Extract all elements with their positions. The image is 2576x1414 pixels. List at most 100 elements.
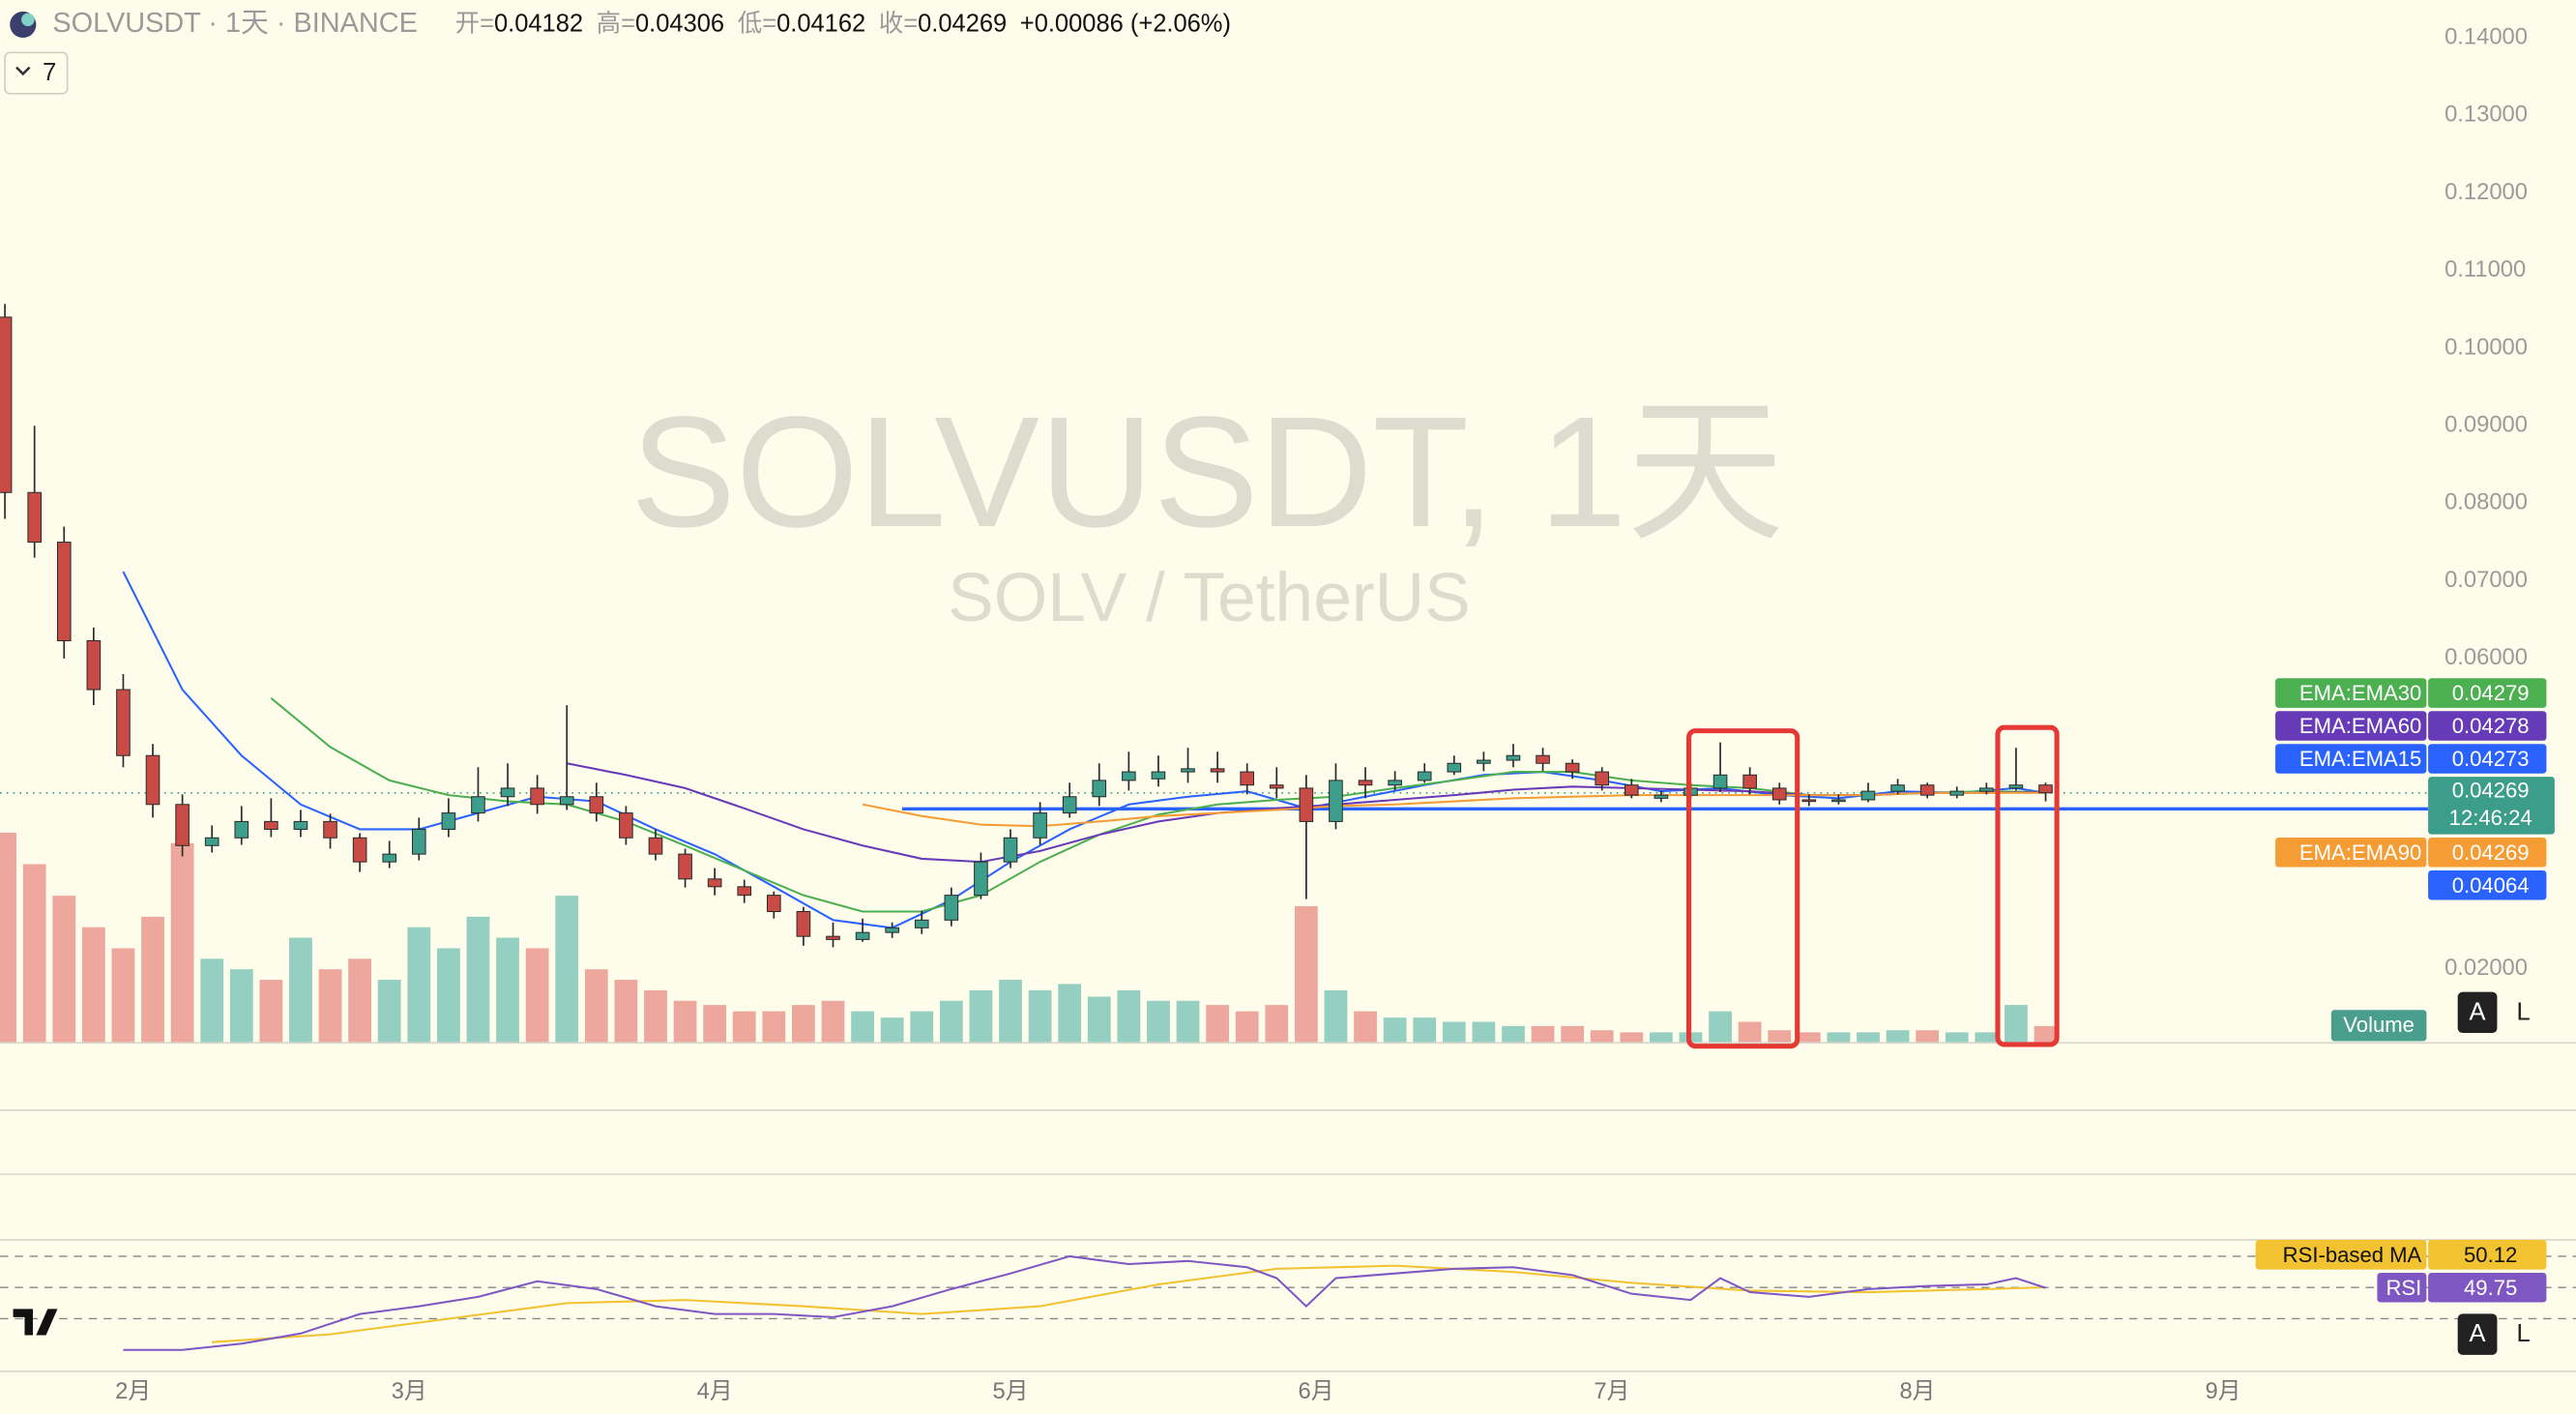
candle-body xyxy=(826,935,840,940)
candle-body xyxy=(737,886,752,897)
tag-label-box xyxy=(2275,744,2427,774)
tag-label: EMA:EMA30 xyxy=(2299,681,2421,705)
candle-body xyxy=(1771,787,1787,801)
volume-bar xyxy=(81,927,105,1044)
tag-value-box xyxy=(2428,678,2547,708)
tag-value-box xyxy=(2428,1272,2547,1303)
volume-bar xyxy=(792,1005,815,1044)
auto-scale-label: A xyxy=(2470,998,2486,1025)
volume-bar xyxy=(821,1000,845,1044)
volume-bar xyxy=(1620,1032,1644,1044)
volume-bar xyxy=(52,896,76,1044)
x-tick-label: 7月 xyxy=(1594,1378,1629,1404)
candle-body xyxy=(1565,762,1580,773)
chevron-icon xyxy=(15,66,31,76)
candle-body xyxy=(974,861,988,897)
candle-body xyxy=(1003,837,1018,863)
candle-body xyxy=(885,927,899,933)
candle-body xyxy=(56,542,72,641)
volume-label-box xyxy=(2330,1010,2427,1042)
highlight-box xyxy=(1686,728,1800,1049)
candle-body xyxy=(1831,799,1846,803)
symbol-logo xyxy=(21,13,35,27)
candle-body xyxy=(1329,780,1343,822)
tag-value: 49.75 xyxy=(2464,1276,2517,1300)
candle-body xyxy=(1447,762,1462,773)
y-tick-label: 0.13000 xyxy=(2444,102,2528,128)
volume-bar xyxy=(436,948,460,1044)
volume-bar xyxy=(0,832,16,1044)
volume-bar xyxy=(1797,1032,1821,1044)
volume-bar xyxy=(377,980,401,1044)
symbol[interactable]: SOLVUSDT · 1天 · BINANCE xyxy=(52,8,417,39)
candle-body xyxy=(648,837,663,855)
log-scale-button[interactable]: L xyxy=(2517,998,2531,1025)
candle-body xyxy=(116,689,131,756)
ohlc-change: +0.00086 (+2.06%) xyxy=(1020,10,1231,37)
candle-body xyxy=(1299,787,1314,822)
volume-bar xyxy=(2034,1025,2058,1044)
log-scale-button[interactable]: L xyxy=(2517,1320,2531,1347)
candle-body xyxy=(707,878,722,888)
candle-body xyxy=(944,895,959,921)
tag-label: EMA:EMA15 xyxy=(2299,747,2421,771)
volume-bar xyxy=(1768,1030,1792,1044)
candle-body xyxy=(678,853,692,880)
volume-bar xyxy=(1058,984,1082,1044)
volume-bar xyxy=(407,927,431,1044)
volume-label: Volume xyxy=(2343,1013,2415,1037)
candle-body xyxy=(1417,771,1432,781)
volume-bar xyxy=(259,980,283,1044)
volume-bar xyxy=(584,969,608,1044)
volume-bar xyxy=(1590,1030,1614,1044)
volume-bar xyxy=(348,958,372,1044)
rsi-line xyxy=(123,1254,2046,1351)
candle-body xyxy=(1092,780,1107,798)
candle-body xyxy=(0,316,13,493)
volume-bar xyxy=(703,1005,727,1044)
x-tick-label: 4月 xyxy=(697,1378,733,1404)
candle-body xyxy=(234,820,249,839)
ohlc-value: 0.04182 xyxy=(494,10,583,37)
volume-bar xyxy=(1087,996,1111,1044)
volume-bar xyxy=(1502,1025,1525,1044)
candle-body xyxy=(411,828,426,855)
candle-body xyxy=(1624,784,1639,796)
volume-bar xyxy=(999,980,1022,1044)
tag-value-box xyxy=(2428,869,2547,900)
volume-bar xyxy=(910,1011,934,1044)
y-tick-label: 0.10000 xyxy=(2444,334,2528,360)
tag-label: RSI xyxy=(2386,1276,2421,1300)
volume-bar xyxy=(880,1017,904,1044)
volume-bar xyxy=(229,969,253,1044)
tag-value-box xyxy=(2428,744,2547,774)
candle-body xyxy=(382,853,397,863)
volume-bar xyxy=(1354,1011,1377,1044)
candle-body xyxy=(500,787,515,798)
volume-bar xyxy=(1916,1030,1940,1044)
candle-body xyxy=(589,796,604,814)
candle-body xyxy=(1712,774,1728,789)
candle-body xyxy=(1477,759,1491,764)
indicator-toggle[interactable] xyxy=(4,51,69,95)
candle-body xyxy=(441,812,456,830)
volume-bar xyxy=(1827,1032,1851,1044)
volume-bar xyxy=(762,1011,786,1044)
auto-scale-button[interactable] xyxy=(2457,991,2498,1034)
y-tick-label: 0.06000 xyxy=(2444,644,2528,670)
tag-value: 0.04269 xyxy=(2452,840,2530,865)
candle-body xyxy=(914,919,929,928)
auto-scale-button[interactable] xyxy=(2457,1313,2498,1355)
volume-bar xyxy=(969,989,993,1044)
volume-bar xyxy=(1324,989,1348,1044)
x-tick-label: 6月 xyxy=(1299,1378,1334,1404)
volume-bar xyxy=(1176,1000,1200,1044)
volume-bar xyxy=(1235,1011,1259,1044)
y-tick-label: 0.11000 xyxy=(2444,256,2526,282)
watermark-title: SOLVUSDT, 1天 xyxy=(630,383,1784,560)
volume-bar xyxy=(1561,1025,1585,1044)
candle-body xyxy=(1062,796,1077,814)
volume-bar xyxy=(2005,1005,2028,1044)
tag-value-box xyxy=(2428,1240,2547,1270)
